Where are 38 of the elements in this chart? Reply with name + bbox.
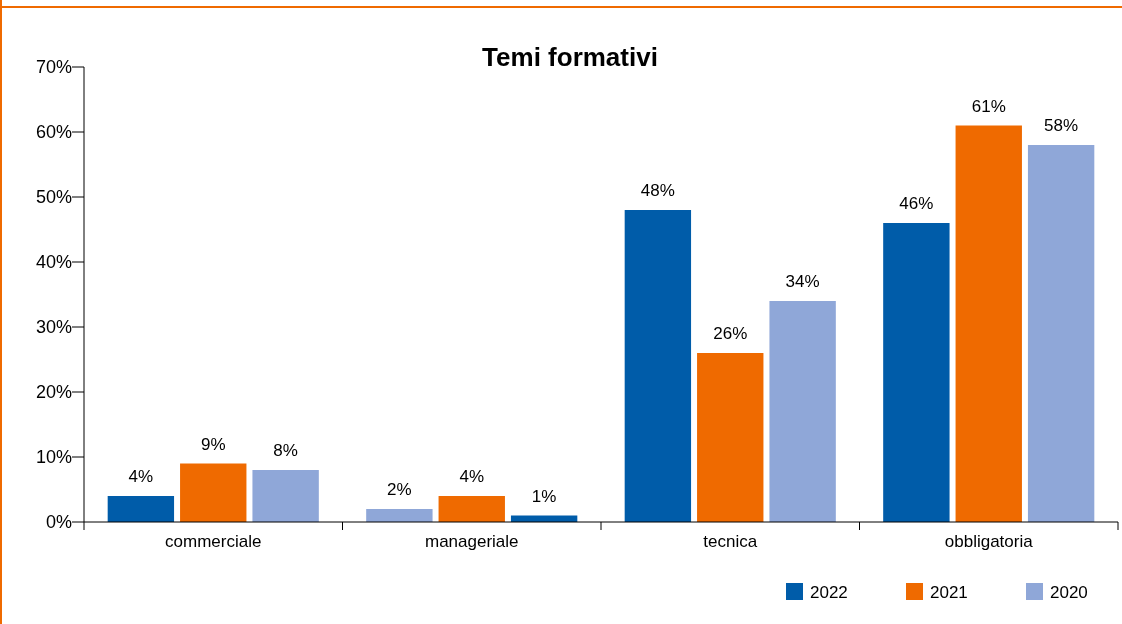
data-label: 1% <box>531 486 557 506</box>
data-label: 2% <box>387 480 412 499</box>
bar <box>624 210 692 522</box>
y-tick-label: 70% <box>35 57 72 77</box>
y-tick-label: 0% <box>45 512 72 532</box>
x-tick-label: obbligatoria <box>944 532 1034 551</box>
y-tick-label: 30% <box>35 317 72 337</box>
data-label: 4% <box>128 467 154 486</box>
y-tick-label: 60% <box>35 122 72 142</box>
bar <box>438 496 505 522</box>
bar <box>883 223 950 522</box>
legend-label: 2020 <box>1050 583 1088 602</box>
x-tick-label: manageriale <box>424 532 519 551</box>
bar <box>180 463 247 522</box>
bar <box>769 301 836 522</box>
bar <box>955 125 1022 522</box>
bar <box>1027 145 1095 522</box>
data-label: 34% <box>785 272 820 291</box>
legend-label: 2022 <box>810 583 848 602</box>
data-label: 61% <box>971 96 1006 116</box>
bar <box>252 470 319 522</box>
legend-label: 2021 <box>930 583 968 602</box>
x-tick-label: tecnica <box>703 532 758 551</box>
data-label: 9% <box>200 434 226 454</box>
bar <box>107 496 175 522</box>
data-label: 46% <box>899 194 934 213</box>
chart-title: Temi formativi <box>482 42 658 72</box>
data-label: 4% <box>459 467 485 486</box>
y-tick-label: 40% <box>35 252 72 272</box>
y-tick-label: 50% <box>35 187 72 207</box>
y-tick-label: 20% <box>35 382 72 402</box>
data-label: 8% <box>273 441 298 460</box>
data-label: 48% <box>640 181 675 200</box>
x-tick-label: commerciale <box>165 532 262 551</box>
data-label: 26% <box>713 324 748 343</box>
data-label: 58% <box>1044 116 1079 135</box>
y-tick-label: 10% <box>35 447 72 467</box>
bar <box>697 353 764 522</box>
